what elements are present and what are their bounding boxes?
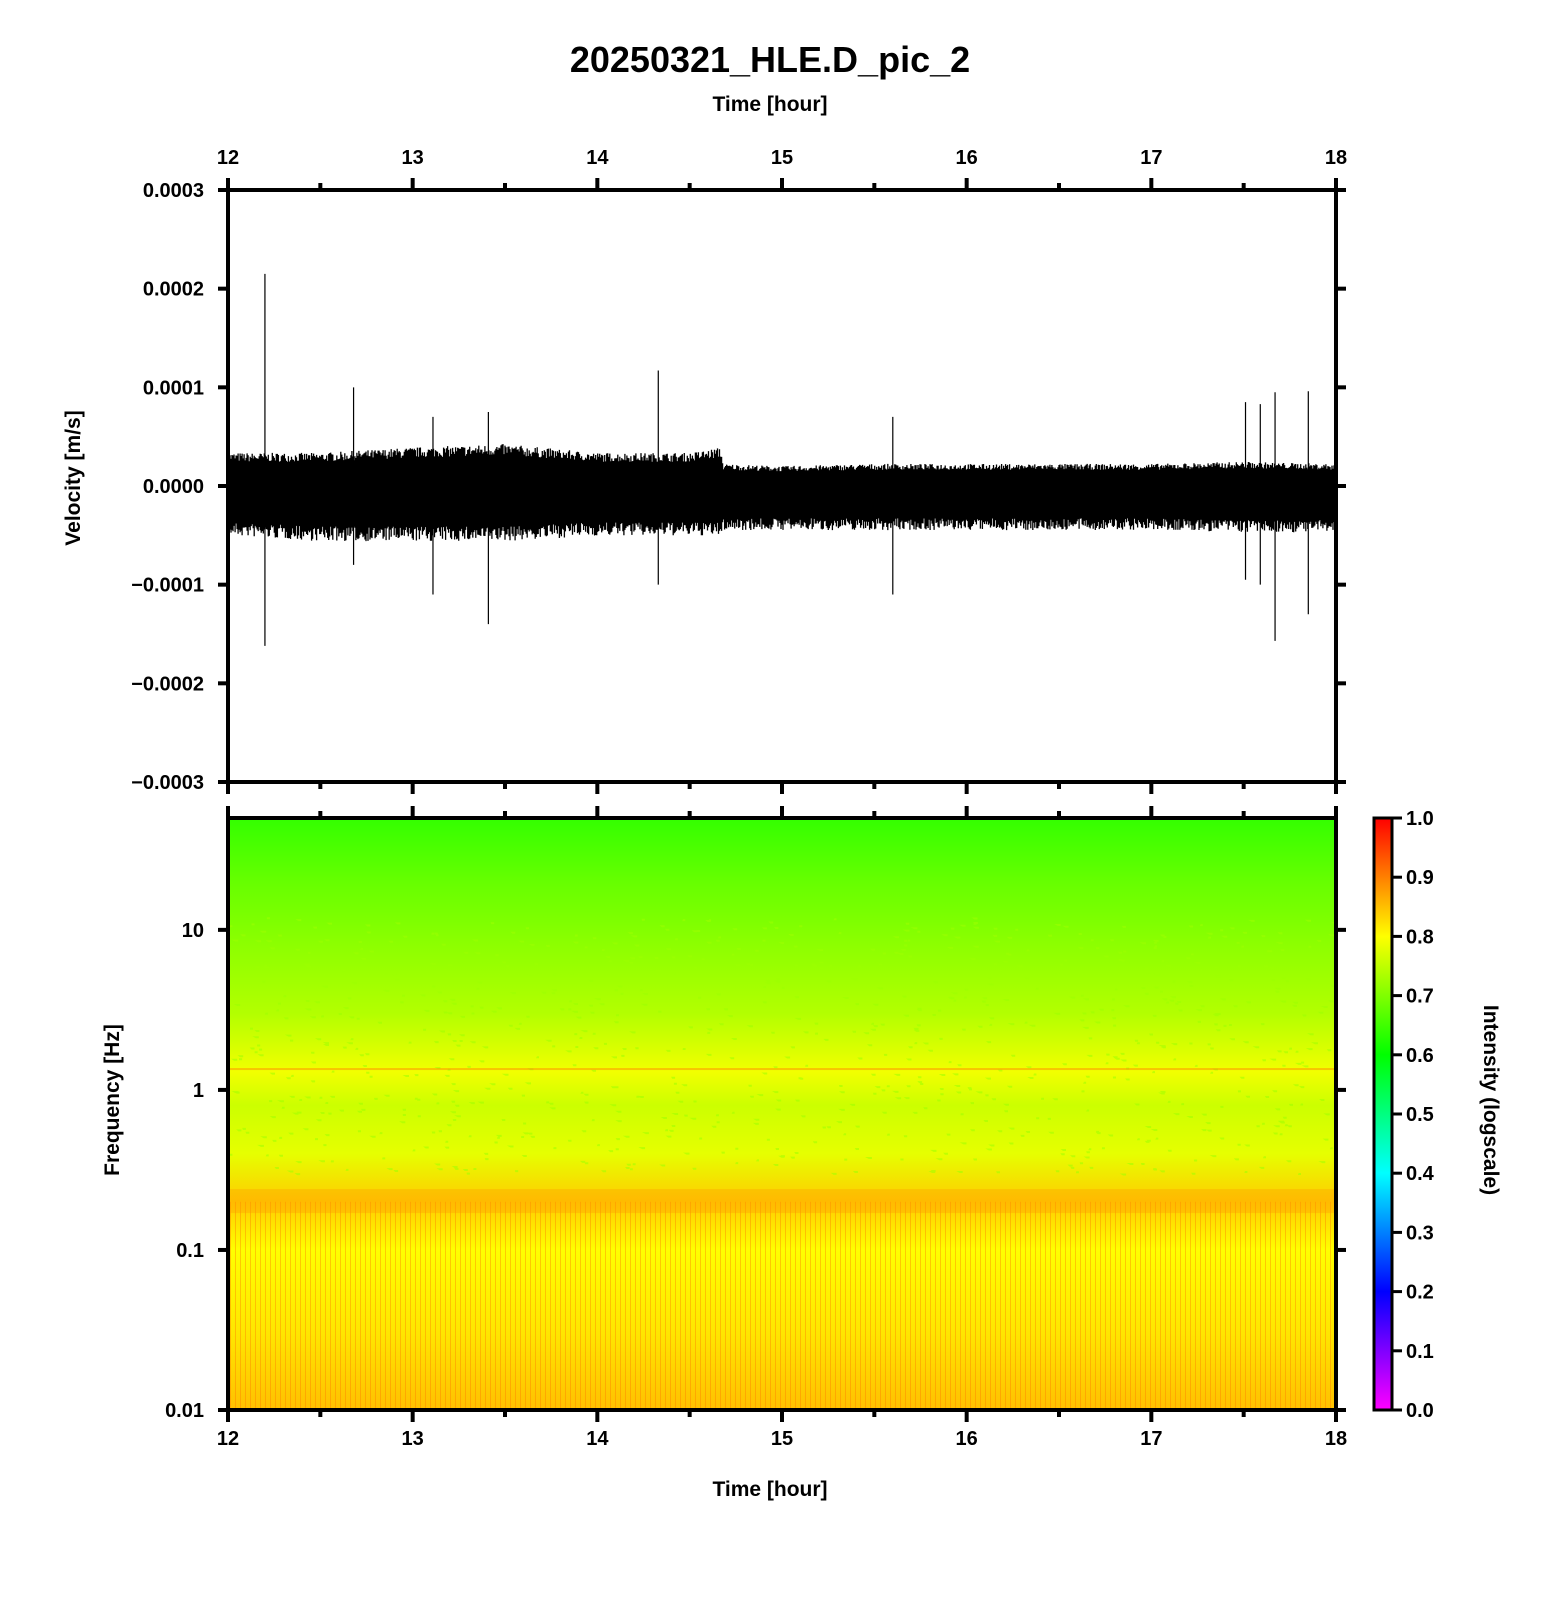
colorbar-label: Intensity (logscale)	[1479, 1005, 1502, 1195]
top-x-tick-label: 13	[402, 147, 424, 169]
top-x-axis-label: Time [hour]	[712, 93, 827, 116]
colorbar-tick-label: 0.0	[1406, 1400, 1434, 1422]
waveform-panel	[226, 188, 1338, 784]
waveform-y-tick-label: 0.0001	[143, 377, 204, 399]
top-x-tick-label: 12	[217, 147, 239, 169]
colorbar: 1.0 0.9 0.8 0.7 0.6 0.5 0.4 0.3 0.2 0.1 0.0	[1372, 808, 1435, 1422]
waveform-y-tick-label: 0.0002	[143, 279, 204, 301]
colorbar-tick-label: 0.5	[1406, 1104, 1434, 1126]
spectrogram-band-microseism	[228, 1189, 1336, 1214]
bottom-x-tick-label: 12	[217, 1428, 239, 1450]
colorbar-tick-label: 0.1	[1406, 1341, 1434, 1363]
bottom-x-tick-label: 15	[771, 1428, 793, 1450]
spectrogram-y-tick-label: 0.1	[176, 1240, 204, 1262]
bottom-x-tick-label: 17	[1140, 1428, 1162, 1450]
top-x-tick-label: 14	[586, 147, 609, 169]
waveform-y-axis-label: Velocity [m/s]	[62, 410, 85, 545]
spectrogram-y-tick-label: 10	[182, 920, 204, 942]
bottom-x-tick-label: 13	[402, 1428, 424, 1450]
waveform-y-tick-label: 0.0000	[143, 476, 204, 498]
colorbar-tick-label: 0.4	[1406, 1163, 1435, 1185]
chart-title: 20250321_HLE.D_pic_2	[570, 39, 970, 80]
top-x-tick-label: 18	[1325, 147, 1347, 169]
waveform-y-tick-label: −0.0003	[131, 772, 204, 794]
bottom-x-tick-label: 18	[1325, 1428, 1347, 1450]
spectrogram-y-tick-label: 0.01	[165, 1400, 204, 1422]
spectrogram-y-tick-label: 1	[193, 1080, 204, 1102]
waveform-y-tick-label: −0.0002	[131, 673, 204, 695]
colorbar-tick-label: 0.3	[1406, 1222, 1434, 1244]
colorbar-tick-label: 0.8	[1406, 926, 1434, 948]
spectrogram-texture	[228, 1201, 1336, 1410]
bottom-x-tick-label: 16	[956, 1428, 978, 1450]
waveform-y-tick-label: −0.0001	[131, 575, 204, 597]
top-x-tick-label: 15	[771, 147, 793, 169]
colorbar-gradient	[1372, 816, 1394, 1412]
top-x-tick-label: 17	[1140, 147, 1162, 169]
ticks-layer: 12 12 13 13 14 14 15 15 16 16 17 17 18 18 0.0003 0.0002…	[131, 147, 1347, 1450]
colorbar-tick-label: 0.2	[1406, 1282, 1434, 1304]
waveform-core-band	[228, 459, 1336, 522]
spectrogram-panel	[226, 816, 1338, 1412]
colorbar-tick-label: 0.9	[1406, 867, 1434, 889]
colorbar-tick-label: 1.0	[1406, 808, 1434, 830]
waveform-y-tick-label: 0.0003	[143, 180, 204, 202]
colorbar-tick-label: 0.6	[1406, 1045, 1434, 1067]
colorbar-tick-label: 0.7	[1406, 986, 1434, 1008]
spectrogram-band-1hz	[228, 1068, 1336, 1071]
top-x-tick-label: 16	[956, 147, 978, 169]
spectrogram-y-axis-label: Frequency [Hz]	[101, 1024, 124, 1176]
bottom-x-tick-label: 14	[586, 1428, 609, 1450]
bottom-x-axis-label: Time [hour]	[712, 1478, 827, 1501]
